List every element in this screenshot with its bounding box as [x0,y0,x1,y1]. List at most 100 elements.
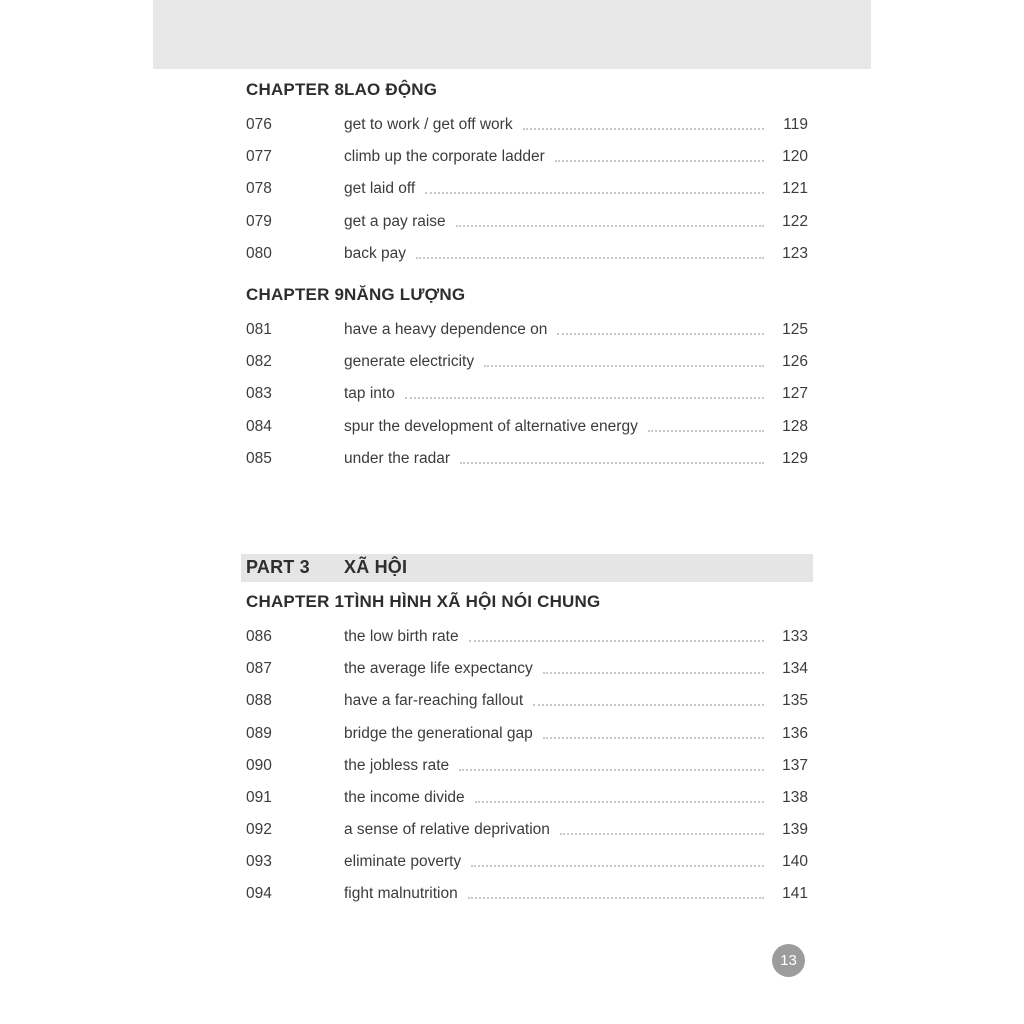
entry-page-number: 135 [782,692,808,710]
toc-row: 086 the low birth rate 133 [246,621,808,653]
entry-phrase: the average life expectancy [344,660,533,678]
dot-leader [557,333,764,336]
entry-page-number: 139 [782,821,808,839]
entry-phrase: bridge the generational gap [344,724,533,742]
entry-number: 078 [246,180,272,198]
entry-page-number: 128 [782,417,808,435]
entry-page-number: 119 [783,116,808,134]
dot-leader [542,736,764,739]
chapter-label: CHAPTER 8 [246,80,345,99]
entry-number: 094 [246,885,272,903]
entry-phrase: have a far-reaching fallout [344,692,524,710]
entry-phrase: eliminate poverty [344,853,462,871]
toc-section: CHAPTER 8 LAO ĐỘNG 076 get to work / get of… [246,79,808,270]
chapter-title: LAO ĐỘNG [344,80,438,99]
toc-section: CHAPTER 1 TÌNH HÌNH XÃ HỘI NÓI CHUNG 086 th… [246,591,808,911]
entry-phrase: climb up the corporate ladder [344,148,545,166]
entry-phrase: tap into [344,385,395,403]
page-number-badge: 13 [772,944,805,977]
toc-row: 084 spur the development of alternative e… [246,411,808,443]
toc-row: 090 the jobless rate 137 [246,750,808,782]
dot-leader [559,833,764,836]
dot-leader [468,639,764,642]
entry-number: 093 [246,853,272,871]
entry-page-number: 127 [782,385,808,403]
entry-phrase: a sense of relative deprivation [344,821,550,839]
toc-row: 080 back pay 123 [246,238,808,270]
entry-page-number: 134 [782,660,808,678]
toc-rows: 086 the low birth rate 133 087 the average l… [246,621,808,911]
entry-page-number: 120 [782,148,808,166]
dot-leader [459,768,764,771]
chapter-heading: CHAPTER 9 NĂNG LƯỢNG [246,284,808,306]
entry-number: 081 [246,321,272,339]
toc-section: PART 3 XÃ HỘI [241,553,813,582]
toc-row: 091 the income divide 138 [246,782,808,814]
entry-page-number: 133 [782,627,808,645]
entry-phrase: back pay [344,244,407,262]
entry-phrase: spur the development of alternative ener… [344,417,638,435]
part-label: PART 3 [246,557,310,578]
entry-phrase: the low birth rate [344,627,459,645]
entry-page-number: 122 [782,212,808,230]
toc-row: 092 a sense of relative deprivation 139 [246,814,808,846]
entry-page-number: 141 [782,885,808,903]
header-block [153,0,871,69]
toc-row: 082 generate electricity 126 [246,346,808,378]
toc-row: 089 bridge the generational gap 136 [246,717,808,749]
entry-phrase: the income divide [344,788,465,806]
entry-number: 088 [246,692,272,710]
toc-row: 076 get to work / get off work 119 [246,109,808,141]
entry-number: 085 [246,449,272,467]
toc-row: 081 have a heavy dependence on 125 [246,314,808,346]
entry-page-number: 125 [782,321,808,339]
entry-phrase: have a heavy dependence on [344,321,548,339]
toc-row: 087 the average life expectancy 134 [246,653,808,685]
entry-page-number: 126 [782,353,808,371]
toc-rows: 076 get to work / get off work 119 077 climb… [246,109,808,270]
toc-row: 079 get a pay raise 122 [246,206,808,238]
toc-row: 093 eliminate poverty 140 [246,846,808,878]
entry-number: 076 [246,116,272,134]
entry-number: 083 [246,385,272,403]
entry-page-number: 137 [782,756,808,774]
entry-phrase: generate electricity [344,353,475,371]
toc-rows: 081 have a heavy dependence on 125 082 gener… [246,314,808,475]
dot-leader [484,365,764,368]
dot-leader [542,672,764,675]
dot-leader [533,704,764,707]
toc-row: 085 under the radar 129 [246,443,808,475]
dot-leader [471,865,764,868]
dot-leader [460,461,764,464]
chapter-heading: CHAPTER 8 LAO ĐỘNG [246,79,808,101]
entry-page-number: 121 [782,180,808,198]
entry-number: 087 [246,660,272,678]
entry-number: 080 [246,244,272,262]
toc-section: CHAPTER 9 NĂNG LƯỢNG 081 have a heavy depen… [246,284,808,475]
entry-number: 086 [246,627,272,645]
entry-phrase: get to work / get off work [344,116,513,134]
entry-number: 090 [246,756,272,774]
entry-phrase: fight malnutrition [344,885,458,903]
toc-row: 088 have a far-reaching fallout 135 [246,685,808,717]
dot-leader [467,897,764,900]
entry-page-number: 123 [782,244,808,262]
entry-page-number: 129 [782,449,808,467]
chapter-heading: CHAPTER 1 TÌNH HÌNH XÃ HỘI NÓI CHUNG [246,591,808,613]
entry-phrase: under the radar [344,449,450,467]
entry-phrase: get a pay raise [344,212,446,230]
chapter-title: TÌNH HÌNH XÃ HỘI NÓI CHUNG [344,591,601,611]
entry-number: 079 [246,212,272,230]
toc-row: 094 fight malnutrition 141 [246,878,808,910]
dot-leader [554,160,764,163]
entry-phrase: the jobless rate [344,756,450,774]
dot-leader [404,397,764,400]
entry-number: 084 [246,417,272,435]
entry-number: 082 [246,353,272,371]
chapter-title: NĂNG LƯỢNG [344,284,466,304]
toc-row: 083 tap into 127 [246,378,808,410]
chapter-label: CHAPTER 9 [246,284,345,304]
toc-row: 078 get laid off 121 [246,173,808,205]
entry-number: 089 [246,724,272,742]
dot-leader [647,429,764,432]
